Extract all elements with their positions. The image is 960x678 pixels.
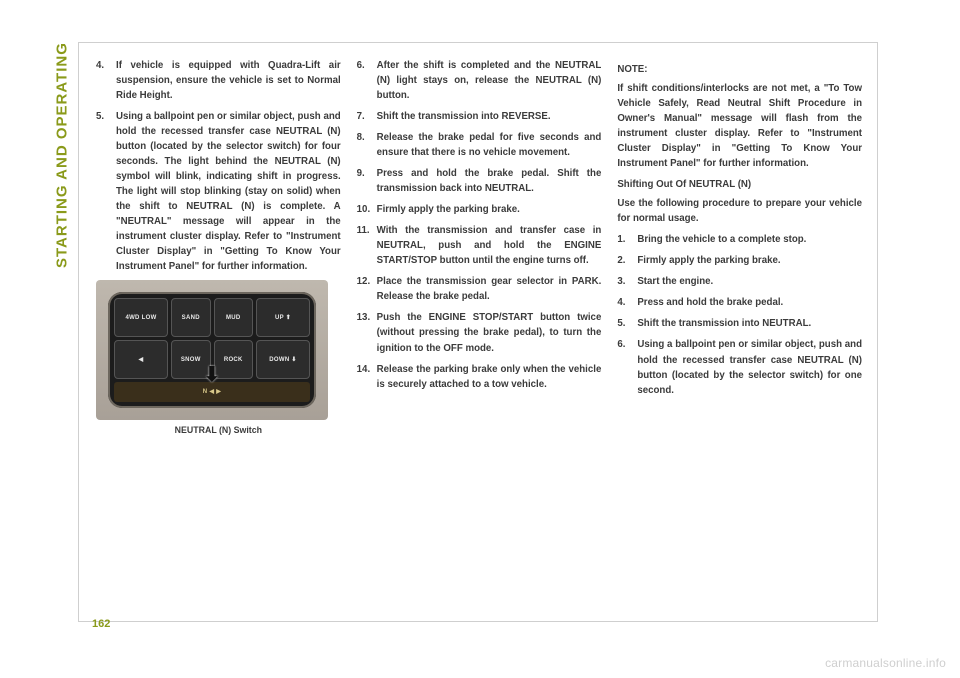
- item-text: Bring the vehicle to a complete stop.: [637, 232, 862, 247]
- list-item: 10.Firmly apply the parking brake.: [357, 202, 602, 217]
- page-number: 162: [92, 618, 110, 630]
- panel-btn-hill: ◀: [114, 340, 168, 379]
- item-text: Shift the transmission into NEUTRAL.: [637, 316, 862, 331]
- selector-panel: 4WD LOW SAND MUD UP ⬆ ◀ SNOW ROCK DOWN ⬇…: [108, 292, 316, 408]
- item-text: Place the transmission gear selector in …: [377, 274, 602, 304]
- list-item: 4. If vehicle is equipped with Quadra-Li…: [96, 58, 341, 103]
- column-1: 4. If vehicle is equipped with Quadra-Li…: [96, 58, 341, 438]
- item-number: 6.: [357, 58, 377, 103]
- list-item: 11.With the transmission and transfer ca…: [357, 223, 602, 268]
- list-item: 6.After the shift is completed and the N…: [357, 58, 602, 103]
- list-item: 1.Bring the vehicle to a complete stop.: [617, 232, 862, 247]
- list-item: 5. Using a ballpoint pen or similar obje…: [96, 109, 341, 274]
- item-number: 5.: [96, 109, 116, 274]
- item-text: Start the engine.: [637, 274, 862, 289]
- item-number: 7.: [357, 109, 377, 124]
- item-text: Using a ballpoint pen or similar object,…: [637, 337, 862, 397]
- photo-wrap: 4WD LOW SAND MUD UP ⬆ ◀ SNOW ROCK DOWN ⬇…: [96, 280, 341, 438]
- columns: 4. If vehicle is equipped with Quadra-Li…: [96, 58, 862, 438]
- item-number: 11.: [357, 223, 377, 268]
- item-text: Using a ballpoint pen or similar object,…: [116, 109, 341, 274]
- item-text: After the shift is completed and the NEU…: [377, 58, 602, 103]
- item-number: 4.: [617, 295, 637, 310]
- page: STARTING AND OPERATING 4. If vehicle is …: [0, 0, 960, 678]
- list-item: 9.Press and hold the brake pedal. Shift …: [357, 166, 602, 196]
- panel-btn-down: DOWN ⬇: [256, 340, 310, 379]
- list-item: 6.Using a ballpoint pen or similar objec…: [617, 337, 862, 397]
- item-text: Firmly apply the parking brake.: [637, 253, 862, 268]
- list-item: 8.Release the brake pedal for five secon…: [357, 130, 602, 160]
- panel-btn-mud: MUD: [214, 298, 254, 337]
- photo-caption: NEUTRAL (N) Switch: [96, 424, 341, 438]
- item-text: Firmly apply the parking brake.: [377, 202, 602, 217]
- item-text: With the transmission and transfer case …: [377, 223, 602, 268]
- item-number: 3.: [617, 274, 637, 289]
- neutral-switch-photo: 4WD LOW SAND MUD UP ⬆ ◀ SNOW ROCK DOWN ⬇…: [96, 280, 328, 420]
- item-number: 1.: [617, 232, 637, 247]
- item-number: 5.: [617, 316, 637, 331]
- list-item: 7.Shift the transmission into REVERSE.: [357, 109, 602, 124]
- item-text: Release the parking brake only when the …: [377, 362, 602, 392]
- list-item: 13.Push the ENGINE STOP/START button twi…: [357, 310, 602, 355]
- note-body: If shift conditions/interlocks are not m…: [617, 81, 862, 171]
- section-label: STARTING AND OPERATING: [52, 42, 72, 302]
- down-arrow-icon: ⬇: [203, 360, 220, 391]
- column-2: 6.After the shift is completed and the N…: [357, 58, 602, 438]
- note-heading: NOTE:: [617, 62, 862, 77]
- panel-btn-sand: SAND: [171, 298, 211, 337]
- list-item: 12.Place the transmission gear selector …: [357, 274, 602, 304]
- list-item: 4.Press and hold the brake pedal.: [617, 295, 862, 310]
- item-text: Push the ENGINE STOP/START button twice …: [377, 310, 602, 355]
- item-number: 6.: [617, 337, 637, 397]
- item-number: 2.: [617, 253, 637, 268]
- item-number: 12.: [357, 274, 377, 304]
- footer-url: carmanualsonline.info: [825, 656, 946, 670]
- list-item: 3.Start the engine.: [617, 274, 862, 289]
- column-3: NOTE: If shift conditions/interlocks are…: [617, 58, 862, 438]
- subheading: Shifting Out Of NEUTRAL (N): [617, 177, 862, 192]
- list-item: 14.Release the parking brake only when t…: [357, 362, 602, 392]
- item-text: Shift the transmission into REVERSE.: [377, 109, 602, 124]
- panel-btn-4wd-low: 4WD LOW: [114, 298, 168, 337]
- item-number: 14.: [357, 362, 377, 392]
- item-number: 10.: [357, 202, 377, 217]
- item-text: Release the brake pedal for five seconds…: [377, 130, 602, 160]
- item-text: If vehicle is equipped with Quadra-Lift …: [116, 58, 341, 103]
- item-number: 9.: [357, 166, 377, 196]
- item-number: 4.: [96, 58, 116, 103]
- list-item: 5.Shift the transmission into NEUTRAL.: [617, 316, 862, 331]
- item-number: 8.: [357, 130, 377, 160]
- item-text: Press and hold the brake pedal.: [637, 295, 862, 310]
- list-item: 2.Firmly apply the parking brake.: [617, 253, 862, 268]
- item-text: Press and hold the brake pedal. Shift th…: [377, 166, 602, 196]
- item-number: 13.: [357, 310, 377, 355]
- panel-btn-up: UP ⬆: [256, 298, 310, 337]
- intro-text: Use the following procedure to prepare y…: [617, 196, 862, 226]
- panel-neutral-strip: ⬇ N ◀ ▶: [114, 382, 310, 402]
